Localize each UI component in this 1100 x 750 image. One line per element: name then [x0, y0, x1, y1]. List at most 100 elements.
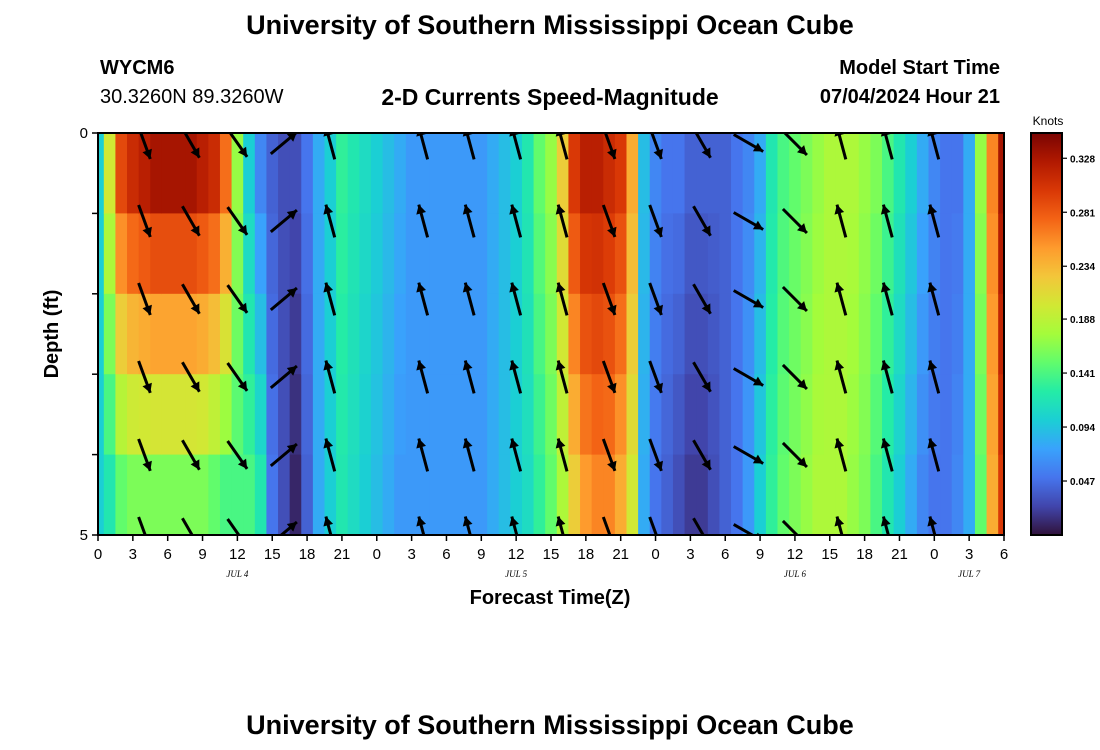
date-label: JUL 5	[505, 569, 528, 579]
heatmap-cell	[370, 213, 384, 295]
heatmap-cell	[626, 374, 639, 456]
heatmap-cell	[893, 293, 906, 375]
heatmap-cell	[150, 293, 163, 375]
vector-head	[880, 360, 891, 371]
heatmap-cell	[754, 454, 767, 535]
current-vector-arrow	[781, 363, 808, 391]
vector-head	[190, 459, 200, 470]
heatmap-cell	[336, 374, 349, 456]
heatmap-cell	[127, 213, 140, 295]
heatmap-cell	[951, 293, 964, 375]
vector-head	[323, 360, 334, 371]
x-tick-label: 21	[334, 546, 351, 563]
vector-head	[142, 148, 152, 159]
heatmap-cell	[382, 454, 395, 535]
vector-head	[834, 282, 845, 293]
x-tick-label: 15	[821, 546, 838, 563]
heatmap-cell	[731, 133, 744, 214]
heatmap-cell	[626, 133, 639, 214]
vector-head	[607, 148, 617, 159]
heatmap-cell	[998, 374, 1004, 456]
heatmap-cell	[556, 454, 570, 535]
vector-head	[653, 304, 663, 315]
vector-shaft	[837, 133, 848, 160]
heatmap-cell	[161, 133, 175, 214]
heatmap-cell	[777, 133, 790, 214]
vector-head	[323, 438, 334, 449]
vector-head	[142, 226, 152, 237]
heatmap-cell	[429, 293, 442, 375]
heatmap-cell	[498, 213, 511, 295]
current-vector-arrow	[601, 516, 612, 535]
heatmap-cell	[243, 454, 256, 535]
x-tick-label: 6	[721, 546, 729, 563]
heatmap-cell	[359, 213, 372, 295]
heatmap-cell	[254, 374, 268, 456]
heatmap-cell	[719, 454, 732, 535]
heatmap-cell	[498, 133, 511, 214]
x-tick-label: 3	[129, 546, 137, 563]
heatmap-cell	[626, 213, 639, 295]
current-vector-arrow	[927, 516, 938, 535]
heatmap-cell	[893, 454, 906, 535]
vector-shaft	[781, 519, 800, 535]
heatmap-cell	[533, 213, 546, 295]
heatmap-cell	[382, 374, 395, 456]
heatmap-cell	[591, 454, 604, 535]
heatmap-cell	[208, 213, 221, 295]
heatmap-cell	[858, 213, 872, 295]
heatmap-cell	[475, 293, 488, 375]
x-axis-label: Forecast Time(Z)	[470, 587, 631, 609]
heatmap-cell	[986, 213, 999, 295]
vector-head	[797, 457, 807, 467]
current-vector-arrow	[509, 360, 523, 394]
x-tick-label: 18	[578, 546, 595, 563]
heatmap-cell	[684, 293, 697, 375]
current-vector-arrow	[323, 516, 334, 535]
colorbar-tick-label: 0.234	[1070, 262, 1095, 273]
current-vector-arrow	[226, 518, 241, 535]
heatmap-cell	[812, 293, 825, 375]
heatmap-cell	[370, 374, 384, 456]
heatmap-cell	[672, 374, 686, 456]
heatmap-cell	[138, 454, 151, 535]
heatmap-cell	[638, 213, 651, 295]
vector-head	[462, 204, 473, 215]
x-tick-label: 12	[229, 546, 246, 563]
current-vector-arrow	[601, 438, 617, 472]
heatmap-cell	[672, 454, 686, 535]
vector-head	[834, 516, 845, 527]
heatmap-cell	[161, 293, 175, 375]
heatmap-cell	[580, 374, 593, 456]
x-tick-label: 9	[756, 546, 764, 563]
vector-head	[797, 301, 807, 311]
heatmap-cell	[858, 374, 872, 456]
heatmap-cell	[324, 454, 337, 535]
heatmap-cell	[672, 293, 686, 375]
heatmap-cell	[347, 133, 360, 214]
vector-head	[462, 438, 473, 449]
heatmap-cell	[312, 213, 326, 295]
x-tick-label: 18	[856, 546, 873, 563]
heatmap-cell	[661, 133, 674, 214]
heatmap-cell	[98, 454, 105, 535]
vector-head	[701, 147, 711, 158]
heatmap-cell	[789, 133, 802, 214]
heatmap-cell	[98, 293, 105, 375]
heatmap-cell	[115, 454, 128, 535]
x-tick-label: 21	[891, 546, 908, 563]
x-tick-label: 12	[508, 546, 525, 563]
heatmap-cell	[765, 133, 779, 214]
heatmap-cell	[185, 374, 198, 456]
heatmap-cell	[823, 454, 837, 535]
heatmap-cell	[243, 374, 256, 456]
heatmap-cell	[231, 293, 244, 375]
heatmap-cell	[812, 133, 825, 214]
heatmap-cell	[347, 454, 360, 535]
heatmap-cell	[533, 454, 546, 535]
x-tick-label: 6	[164, 546, 172, 563]
current-vector-arrow	[732, 367, 764, 387]
vector-head	[927, 204, 938, 215]
heatmap-cell	[475, 133, 488, 214]
heatmap-cell	[417, 374, 430, 456]
